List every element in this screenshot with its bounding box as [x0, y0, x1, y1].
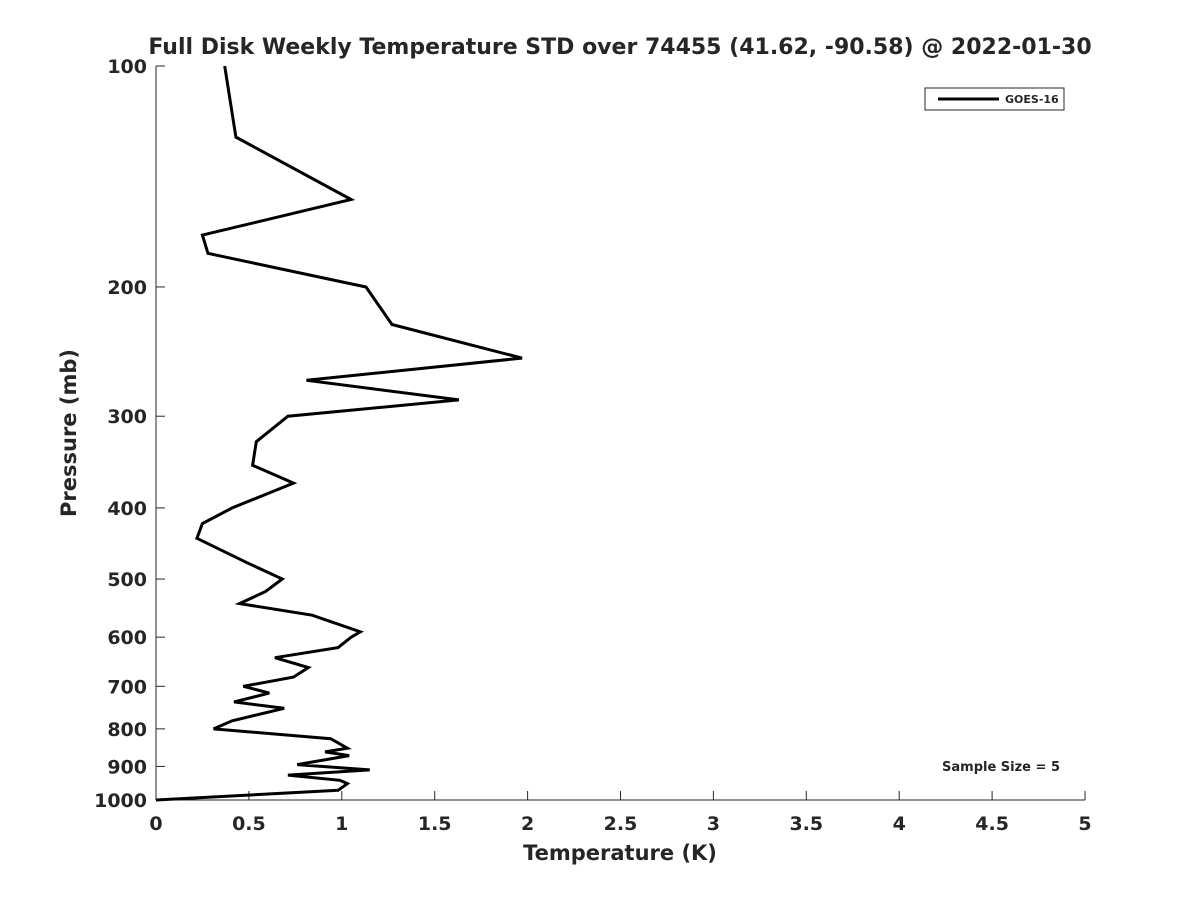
x-tick-label: 3: [707, 813, 720, 835]
x-tick-label: 1.5: [418, 813, 452, 835]
x-ticks: 0 0.5 1 1.5 2 2.5 3 3.5 4 4.5 5: [149, 791, 1092, 835]
series-line-goes-16: [155, 65, 523, 802]
x-tick-label: 2.5: [604, 813, 638, 835]
y-tick-label: 200: [107, 277, 147, 299]
x-tick-label: 4.5: [975, 813, 1009, 835]
y-tick-label: 600: [107, 627, 147, 649]
x-axis-label: Temperature (K): [523, 841, 717, 865]
sample-size-annotation: Sample Size = 5: [942, 760, 1060, 775]
y-tick-label: 100: [107, 56, 147, 78]
y-axis-label: Pressure (mb): [57, 349, 81, 517]
x-tick-label: 4: [893, 813, 906, 835]
x-tick-label: 0.5: [232, 813, 266, 835]
legend-label-goes-16: GOES-16: [1005, 93, 1059, 106]
x-tick-label: 3.5: [789, 813, 823, 835]
x-tick-label: 0: [149, 813, 162, 835]
y-tick-label: 800: [107, 719, 147, 741]
series-group: [155, 65, 523, 802]
y-tick-label: 1000: [94, 790, 147, 812]
x-tick-label: 2: [521, 813, 534, 835]
y-tick-label: 900: [107, 756, 147, 778]
y-ticks: 100 200 300 400 500 600 700 800 900 1000: [94, 56, 165, 812]
y-tick-label: 300: [107, 406, 147, 428]
y-tick-label: 400: [107, 498, 147, 520]
x-tick-label: 5: [1078, 813, 1091, 835]
y-tick-label: 500: [107, 569, 147, 591]
chart-title: Full Disk Weekly Temperature STD over 74…: [148, 35, 1091, 60]
legend: GOES-16: [924, 87, 1065, 111]
x-tick-label: 1: [335, 813, 348, 835]
y-tick-label: 700: [107, 676, 147, 698]
